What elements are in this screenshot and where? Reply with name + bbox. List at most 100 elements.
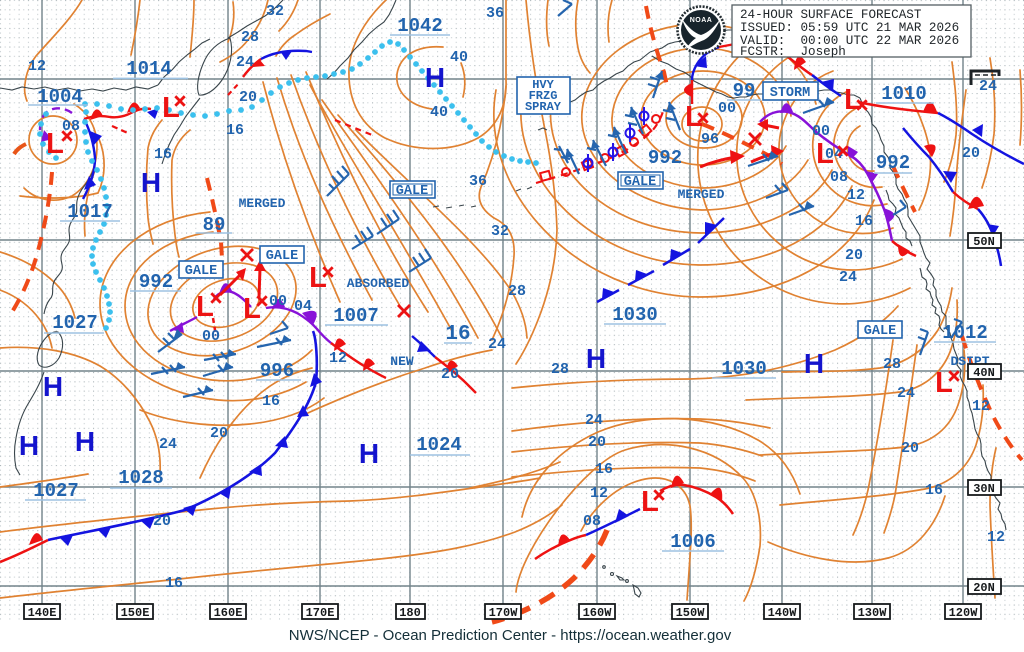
svg-text:150W: 150W [676,606,706,620]
svg-text:1042: 1042 [397,15,443,37]
svg-text:40N: 40N [973,366,995,380]
svg-text:12: 12 [28,58,46,75]
svg-text:H: H [19,430,39,461]
svg-text:L: L [196,291,214,323]
svg-text:40: 40 [450,49,468,66]
svg-text:996: 996 [260,360,294,382]
svg-text:24: 24 [839,269,857,286]
svg-text:20: 20 [845,247,863,264]
svg-text:00: 00 [269,293,287,310]
svg-text:H: H [359,438,379,469]
svg-text:1024: 1024 [416,434,462,456]
svg-text:NOAA: NOAA [690,17,713,24]
svg-text:12: 12 [590,485,608,502]
svg-text:20: 20 [962,145,980,162]
svg-text:L: L [162,92,180,124]
svg-text:1028: 1028 [118,467,164,489]
svg-text:20: 20 [901,440,919,457]
svg-text:FCSTR: Joseph: FCSTR: Joseph [740,45,846,59]
svg-text:16: 16 [154,146,172,163]
svg-text:992: 992 [876,152,910,174]
svg-text:20N: 20N [973,581,995,595]
svg-text:L: L [844,84,862,116]
svg-text:VALID: 00:00 UTC 22 MAR 2026: VALID: 00:00 UTC 22 MAR 2026 [740,34,959,48]
svg-text:1027: 1027 [52,312,98,334]
svg-text:1007: 1007 [333,305,379,327]
svg-text:16: 16 [165,575,183,592]
svg-text:20: 20 [210,425,228,442]
svg-text:16: 16 [595,461,613,478]
svg-text:28: 28 [241,29,259,46]
svg-text:1012: 1012 [942,322,988,344]
svg-text:16: 16 [855,213,873,230]
svg-text:150E: 150E [121,606,150,620]
svg-text:1014: 1014 [126,58,172,80]
svg-text:08: 08 [830,169,848,186]
svg-text:H: H [586,343,606,374]
svg-text:ISSUED: 05:59 UTC 21 MAR 2026: ISSUED: 05:59 UTC 21 MAR 2026 [740,21,959,35]
svg-text:MERGED: MERGED [678,187,725,202]
svg-text:89: 89 [203,214,226,236]
svg-text:28: 28 [508,283,526,300]
svg-text:32: 32 [266,3,284,20]
svg-text:H: H [804,348,824,379]
svg-text:180: 180 [399,606,421,620]
svg-text:GALE: GALE [396,184,428,199]
svg-text:STORM: STORM [770,86,811,101]
svg-text:130W: 130W [858,606,888,620]
svg-text:120W: 120W [949,606,979,620]
svg-text:H: H [141,167,161,198]
svg-text:12: 12 [329,350,347,367]
svg-text:12: 12 [972,398,990,415]
svg-text:40: 40 [430,104,448,121]
svg-text:00: 00 [718,100,736,117]
svg-text:12: 12 [987,529,1005,546]
svg-text:992: 992 [139,271,173,293]
svg-text:20: 20 [588,434,606,451]
svg-text:16: 16 [445,323,470,346]
svg-text:50N: 50N [973,235,995,249]
svg-text:L: L [243,293,261,325]
svg-text:1006: 1006 [670,531,716,553]
svg-text:160W: 160W [583,606,613,620]
svg-text:24-HOUR SURFACE FORECAST: 24-HOUR SURFACE FORECAST [740,8,922,22]
svg-text:20: 20 [153,513,171,530]
svg-text:NWS/NCEP - Ocean Prediction Ce: NWS/NCEP - Ocean Prediction Center - htt… [289,627,732,644]
svg-text:30N: 30N [973,482,995,496]
svg-text:GALE: GALE [185,264,217,279]
svg-text:L: L [46,128,64,160]
svg-text:16: 16 [925,482,943,499]
svg-text:L: L [309,262,327,294]
svg-text:96: 96 [701,131,719,148]
svg-text:08: 08 [62,118,80,135]
svg-text:24: 24 [979,78,997,95]
svg-text:24: 24 [897,385,915,402]
svg-text:16: 16 [262,393,280,410]
svg-text:MERGED: MERGED [239,196,286,211]
svg-text:GALE: GALE [266,249,298,264]
svg-text:NEW: NEW [390,354,414,369]
svg-text:20: 20 [239,89,257,106]
svg-text:140E: 140E [28,606,57,620]
svg-text:1004: 1004 [37,86,83,108]
svg-text:HVY: HVY [532,78,554,92]
svg-text:L: L [816,138,834,170]
svg-text:08: 08 [583,513,601,530]
svg-text:16: 16 [226,122,244,139]
svg-text:24: 24 [585,412,603,429]
svg-text:1030: 1030 [612,304,658,326]
svg-text:24: 24 [159,436,177,453]
svg-text:04: 04 [294,298,312,315]
svg-text:1030: 1030 [721,358,767,380]
svg-text:L: L [641,486,659,518]
svg-text:SPRAY: SPRAY [525,100,562,114]
svg-text:28: 28 [551,361,569,378]
svg-text:H: H [75,426,95,457]
svg-text:GALE: GALE [864,324,896,339]
svg-text:00: 00 [202,328,220,345]
svg-text:28: 28 [883,356,901,373]
svg-text:24: 24 [236,54,254,71]
svg-text:GALE: GALE [624,175,656,190]
svg-text:99: 99 [733,80,756,102]
svg-text:ABSORBED: ABSORBED [347,276,410,291]
